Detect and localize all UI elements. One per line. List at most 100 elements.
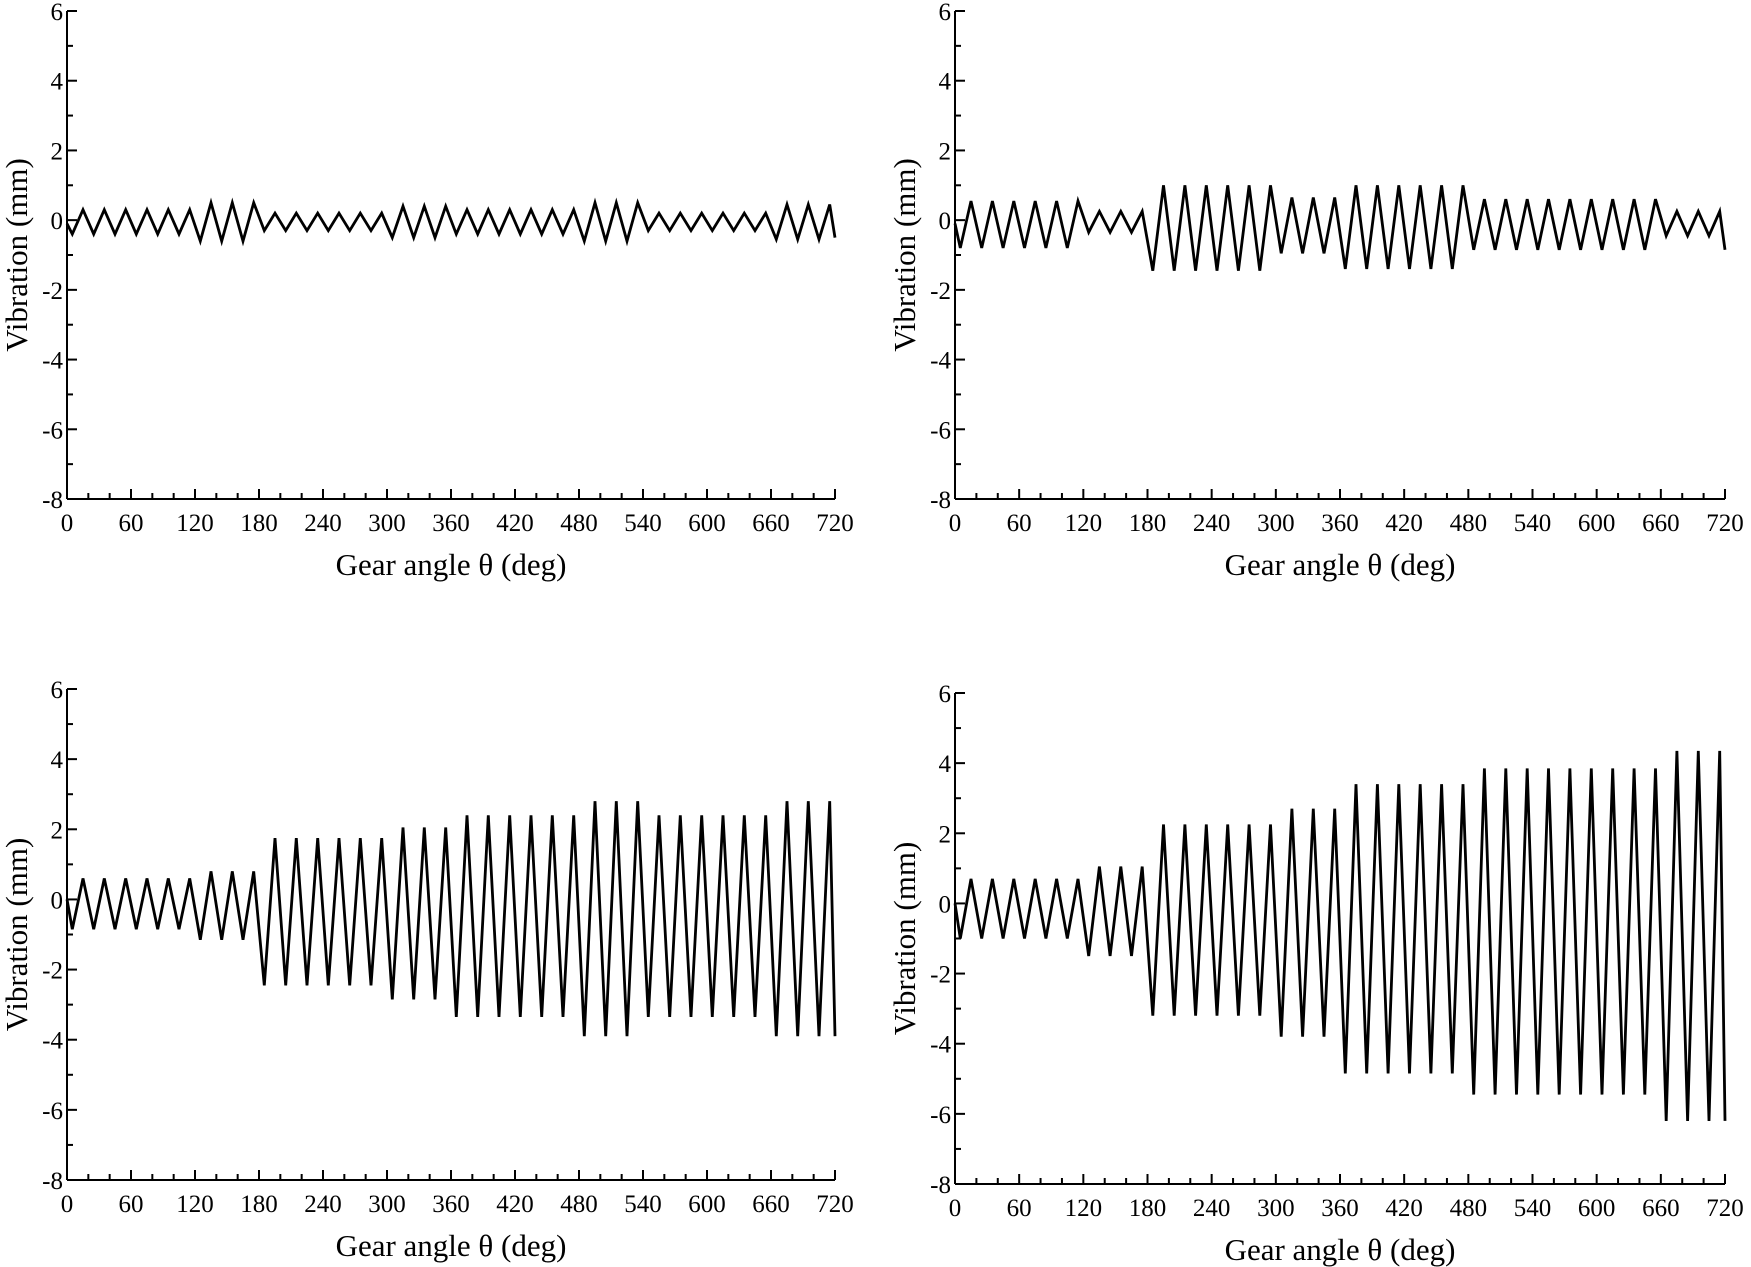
x-tick-label: 120 [176,510,214,537]
x-tick-label: 540 [624,510,662,537]
y-tick-label: -2 [42,958,63,985]
x-tick-label: 180 [240,1191,278,1218]
x-tick-label: 660 [1642,510,1680,537]
y-tick-label: -2 [42,278,63,305]
y-tick-label: -8 [930,1172,951,1199]
y-axis-label: Vibration (mm) [0,838,34,1032]
y-tick-label: 0 [939,891,952,918]
x-tick-label: 120 [1065,510,1103,537]
x-tick-label: 600 [1578,1195,1616,1222]
x-axis-label: Gear angle θ (deg) [1225,1232,1456,1267]
x-tick-label: 0 [949,1195,962,1222]
x-tick-label: 180 [1129,510,1167,537]
x-tick-label: 720 [1706,1195,1744,1222]
y-tick-label: 6 [939,681,952,708]
x-tick-label: 540 [1514,510,1552,537]
x-tick-label: 60 [119,1191,144,1218]
x-tick-label: 120 [1065,1195,1103,1222]
x-tick-label: 480 [560,510,598,537]
y-tick-label: -4 [930,348,951,375]
y-tick-label: 0 [51,887,64,914]
x-tick-label: 600 [688,510,726,537]
y-tick-label: 4 [939,69,952,96]
data-line [65,197,837,247]
x-tick-label: 540 [624,1191,662,1218]
y-tick-label: -2 [930,962,951,989]
data-line [65,801,837,1037]
y-tick-label: -6 [42,1098,63,1125]
y-tick-label: 2 [51,138,64,165]
x-tick-label: 360 [432,510,470,537]
y-axis-label: Vibration (mm) [887,158,922,352]
x-tick-label: 180 [240,510,278,537]
y-tick-label: 2 [51,817,64,844]
x-axis-label: Gear angle θ (deg) [1225,547,1456,582]
y-axis-label: Vibration (mm) [0,158,34,352]
y-tick-label: 4 [51,747,64,774]
x-tick-label: 120 [176,1191,214,1218]
y-tick-label: 4 [51,69,64,96]
y-tick-label: 6 [939,0,952,26]
x-tick-label: 0 [61,510,74,537]
x-tick-label: 240 [304,510,342,537]
y-tick-label: -2 [930,278,951,305]
x-tick-label: 180 [1129,1195,1167,1222]
y-axis-label: Vibration (mm) [887,842,922,1036]
y-tick-label: 6 [51,0,64,26]
x-tick-label: 600 [1578,510,1616,537]
y-tick-label: -8 [42,487,63,514]
x-tick-label: 420 [1385,1195,1423,1222]
y-tick-label: 0 [51,208,64,235]
x-tick-label: 300 [1257,510,1295,537]
x-tick-label: 240 [1193,1195,1231,1222]
x-tick-label: 0 [61,1191,74,1218]
data-line [953,750,1727,1121]
x-tick-label: 60 [1007,510,1032,537]
x-tick-label: 300 [368,1191,406,1218]
y-tick-label: 6 [51,677,64,704]
x-tick-label: 60 [119,510,144,537]
x-tick-label: 240 [304,1191,342,1218]
x-axis-label: Gear angle θ (deg) [336,1228,567,1263]
x-tick-label: 480 [1450,1195,1488,1222]
y-tick-label: -6 [930,417,951,444]
x-tick-label: 660 [752,1191,790,1218]
x-tick-label: 660 [752,510,790,537]
x-tick-label: 480 [1450,510,1488,537]
x-tick-label: 360 [1321,1195,1359,1222]
y-tick-label: -8 [42,1168,63,1195]
y-tick-label: 0 [939,208,952,235]
x-tick-label: 360 [1321,510,1359,537]
y-tick-label: 2 [939,821,952,848]
x-tick-label: 420 [496,1191,534,1218]
x-tick-label: 540 [1514,1195,1552,1222]
x-tick-label: 720 [816,1191,854,1218]
x-tick-label: 720 [816,510,854,537]
x-tick-label: 420 [1385,510,1423,537]
x-tick-label: 300 [368,510,406,537]
x-tick-label: 600 [688,1191,726,1218]
x-tick-label: 360 [432,1191,470,1218]
x-tick-label: 60 [1007,1195,1032,1222]
y-tick-label: -4 [930,1032,951,1059]
x-tick-label: 660 [1642,1195,1680,1222]
data-line [953,185,1727,271]
y-tick-label: -4 [42,1028,63,1055]
x-tick-label: 0 [949,510,962,537]
y-tick-label: -6 [42,417,63,444]
y-tick-label: 2 [939,138,952,165]
y-tick-label: 4 [939,751,952,778]
x-tick-label: 240 [1193,510,1231,537]
y-tick-label: -6 [930,1102,951,1129]
x-tick-label: 300 [1257,1195,1295,1222]
y-tick-label: -8 [930,487,951,514]
x-tick-label: 720 [1706,510,1744,537]
x-tick-label: 480 [560,1191,598,1218]
x-tick-label: 420 [496,510,534,537]
